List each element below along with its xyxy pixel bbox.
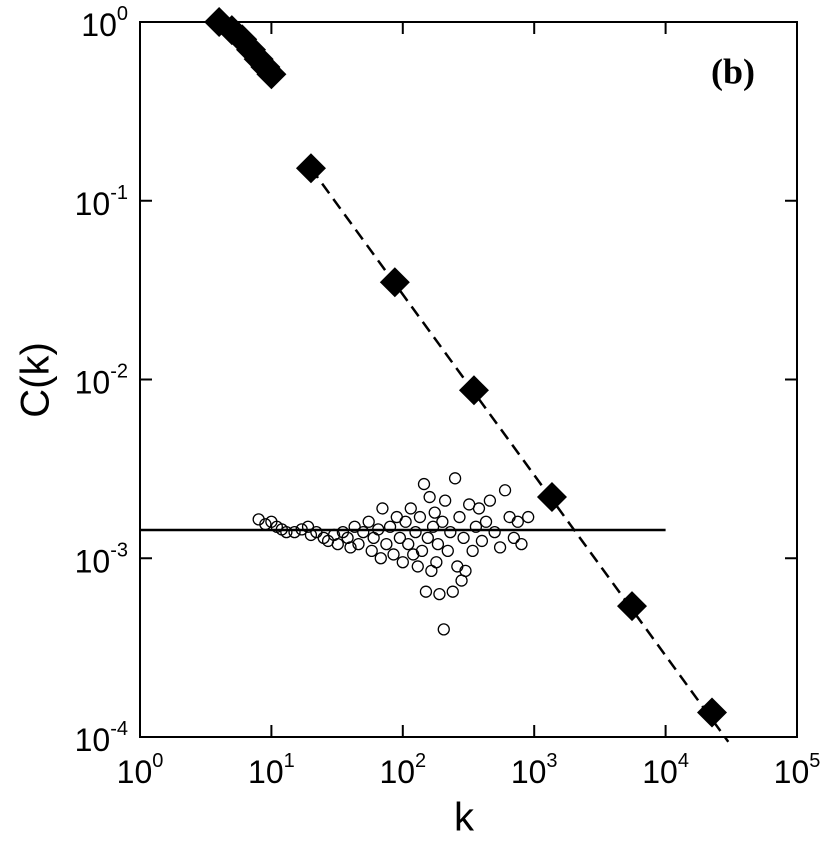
circle-marker — [457, 531, 470, 545]
circle-marker — [444, 525, 457, 539]
panel-label: (b) — [711, 51, 755, 91]
x-tick-label: 101 — [248, 750, 295, 790]
x-tick-label: 104 — [642, 750, 689, 790]
circle-marker — [436, 515, 449, 528]
circle-marker — [288, 525, 301, 539]
x-axis-label: k — [454, 796, 475, 840]
circle-marker — [399, 515, 412, 528]
circle-marker — [448, 472, 462, 485]
circle-marker — [362, 515, 375, 528]
circle-marker — [451, 560, 464, 573]
y-tick-label: 10-1 — [75, 182, 128, 222]
circle-marker — [433, 587, 446, 601]
circle-marker — [515, 537, 528, 551]
circle-marker — [498, 484, 512, 497]
circle-marker — [331, 537, 344, 551]
circle-marker — [402, 537, 415, 551]
circle-marker — [280, 525, 293, 539]
y-tick-label: 10-3 — [75, 540, 128, 580]
circle-marker — [503, 510, 516, 524]
diamond-marker — [617, 591, 648, 622]
circle-marker — [511, 515, 524, 528]
circle-marker — [483, 494, 497, 507]
x-tick-label: 105 — [774, 750, 821, 790]
circle-marker — [411, 560, 424, 573]
circle-marker — [430, 556, 443, 569]
y-axis-label: C(k) — [14, 342, 58, 418]
circle-marker — [365, 544, 378, 558]
circle-marker — [459, 564, 472, 578]
x-tick-label: 103 — [511, 750, 558, 790]
circle-marker — [431, 537, 445, 551]
circle-marker — [404, 502, 417, 515]
circle-marker — [376, 502, 389, 515]
circle-marker — [475, 534, 489, 548]
y-tick-label: 100 — [81, 3, 128, 43]
y-tick-label: 10-4 — [75, 718, 128, 758]
x-tick-label: 102 — [379, 750, 426, 790]
circle-marker — [417, 477, 431, 491]
circle-marker — [446, 585, 459, 598]
circle-marker — [374, 552, 387, 565]
circle-marker — [469, 520, 483, 533]
circle-marker — [472, 502, 486, 515]
circle-marker — [423, 490, 436, 504]
circle-marker — [426, 520, 440, 533]
y-tick-label: 10-2 — [75, 361, 128, 401]
circle-marker — [453, 510, 466, 524]
circle-marker — [522, 510, 535, 524]
circle-marker — [348, 520, 361, 533]
circle-marker — [428, 506, 441, 519]
circle-marker — [352, 537, 365, 551]
circle-marker — [344, 541, 357, 554]
circle-marker — [396, 556, 409, 569]
diamond-marker — [697, 697, 728, 728]
diamond-marker — [536, 482, 567, 513]
circle-marker — [493, 541, 507, 554]
circle-marker — [383, 520, 397, 533]
circle-marker — [466, 544, 479, 558]
circle-marker — [393, 531, 407, 545]
circle-marker — [387, 548, 400, 561]
circle-marker — [409, 525, 422, 539]
circle-marker — [367, 531, 380, 545]
circle-marker — [415, 544, 429, 558]
circle-marker — [413, 510, 427, 524]
circle-marker — [438, 494, 452, 507]
x-tick-label: 100 — [117, 750, 164, 790]
fit-line — [309, 167, 730, 743]
circle-marker — [437, 623, 450, 636]
plot-frame — [139, 21, 798, 738]
circle-marker — [507, 531, 520, 545]
circle-marker — [441, 544, 454, 558]
circle-marker — [479, 515, 493, 528]
circle-marker — [488, 525, 501, 539]
diamond-marker — [256, 59, 287, 90]
circle-marker — [380, 537, 393, 551]
circle-marker — [421, 531, 434, 545]
circle-marker — [357, 525, 370, 539]
diamond-marker — [227, 24, 258, 55]
circle-marker — [419, 585, 433, 598]
